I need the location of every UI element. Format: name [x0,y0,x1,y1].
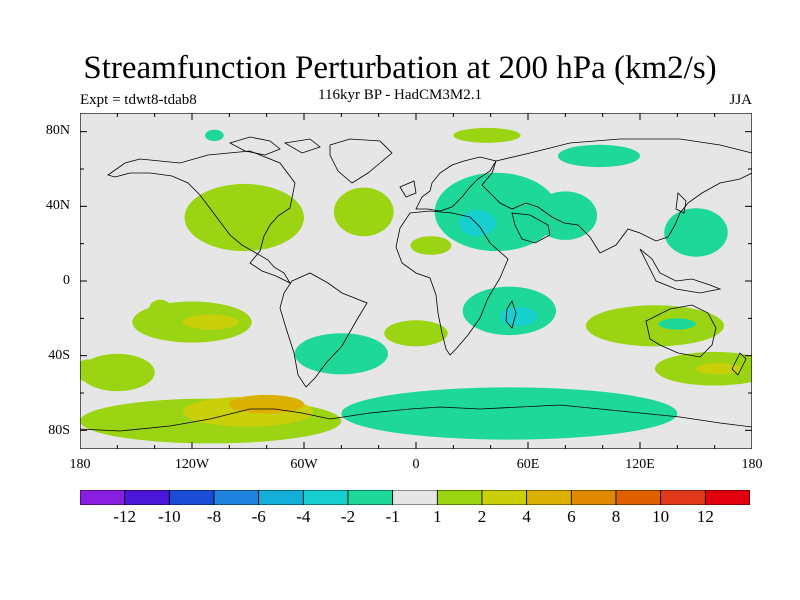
anomaly-region [533,191,598,240]
coastline-south-america [279,272,368,388]
lat-label-80s: 80S [48,423,70,438]
coastline-arabia [511,212,551,244]
anomaly-region [205,129,224,141]
plot-subtitle: 116kyr BP - HadCM3M2.1 [318,87,482,103]
colorbar-swatch [615,490,662,505]
lon-label-60e: 60E [516,457,540,472]
lon-label-60w: 60W [290,457,318,472]
colorbar-label: 2 [477,507,487,526]
anomaly-region [585,305,724,347]
colorbar-swatch [526,490,572,505]
anomaly-region [664,208,728,257]
colorbar-label: 8 [611,507,621,526]
colorbar-swatch [570,490,617,505]
coastline-madagascar [505,300,517,329]
anomaly-region [333,187,394,237]
lon-label-180w: 180 [69,457,91,472]
colorbar-label: 6 [567,507,576,526]
colorbar-swatch [660,490,706,505]
colorbar-swatch [436,490,483,505]
colorbar-swatch [302,490,349,505]
coastline-asia [481,138,752,254]
colorbar-label: -8 [206,507,222,526]
lat-label-40n: 40N [45,198,70,213]
lon-label-180e: 180 [741,457,763,472]
colorbar-label: 1 [433,507,442,526]
anomaly-region [80,359,99,382]
colorbar-label: -12 [113,507,136,526]
lat-label-80n: 80N [45,123,70,138]
anomaly-region [696,363,741,375]
colorbar-label: -6 [251,507,266,526]
lon-label-120w: 120W [174,457,210,472]
anomaly-region [658,318,696,330]
coastline-greenland [329,138,393,184]
coastline-japan [675,192,687,214]
anomaly-region [384,320,448,347]
colorbar-swatch [347,490,394,505]
colorbar-swatch [213,490,260,505]
coastline-africa [395,210,509,356]
season-label: JJA [729,92,752,108]
anomaly-region [182,314,239,330]
colorbar-label: -4 [296,507,311,526]
coastline-antarctica [80,404,752,432]
coastline-southeast-asia [639,248,722,294]
colorbar-label: 12 [696,507,714,526]
anomaly-regions [80,127,752,444]
coastline-arctic-islands [228,136,321,156]
colorbar-swatch [392,490,438,505]
colorbar-swatch [481,490,528,505]
lat-label-0: 0 [63,273,70,288]
anomaly-region [80,353,155,392]
colorbar-swatch [704,490,750,505]
colorbar [80,490,750,505]
lon-label-120e: 120E [625,457,655,472]
colorbar-swatch [124,490,170,505]
axis-ticks [80,113,752,449]
plot-title: Streamfunction Perturbation at 200 hPa (… [83,50,717,86]
colorbar-swatch [258,490,304,505]
anomaly-region [229,394,304,414]
coastline-north-america [107,150,296,284]
coastline-australia [645,304,717,358]
colorbar-label: 10 [652,507,670,526]
anomaly-region [557,144,640,168]
coastlines [80,136,752,432]
experiment-label: Expt = tdwt8-tdab8 [80,92,197,108]
anomaly-region [458,210,497,237]
colorbar-label: 4 [522,507,531,526]
anomaly-region [453,127,521,143]
colorbar-label: -10 [157,507,181,526]
colorbar-label: -2 [340,507,356,526]
anomaly-region [341,387,678,440]
anomaly-region [410,236,452,255]
colorbar-swatch [80,490,126,505]
anomaly-region [500,307,538,326]
lon-label-0: 0 [412,457,420,472]
coastline-new-zealand [731,352,747,376]
colorbar-swatch [168,490,215,505]
streamfunction-map [80,113,752,449]
anomaly-region [294,333,388,375]
lat-label-40s: 40S [48,348,70,363]
anomaly-region [184,183,304,252]
colorbar-label: -1 [385,507,400,526]
